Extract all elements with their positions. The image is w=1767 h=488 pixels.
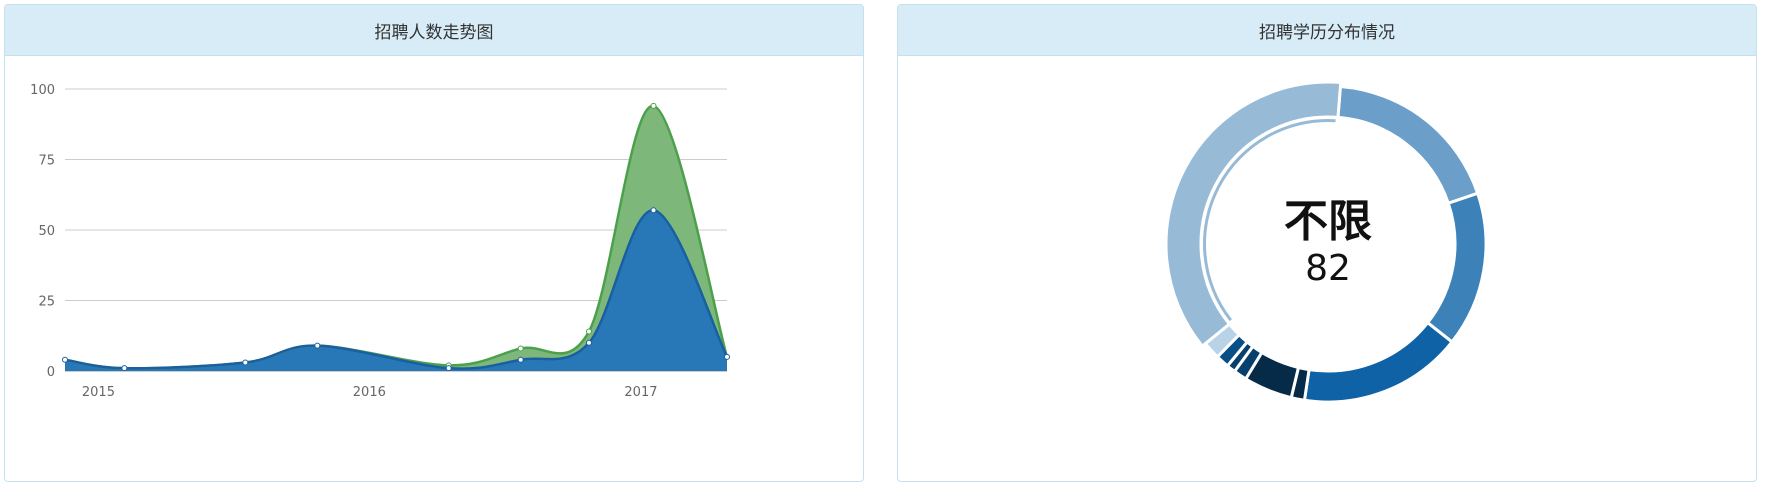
trend-area-chart: 0 25 50 75 100 2015 2016 2017	[30, 83, 730, 400]
donut-slice[interactable]	[1302, 320, 1455, 404]
series-1-point[interactable]	[585, 339, 592, 346]
series-1-point[interactable]	[121, 365, 128, 372]
series-2-point[interactable]	[585, 328, 592, 335]
series-1-area	[65, 210, 727, 371]
x-tick-label: 2017	[624, 385, 657, 400]
y-tick-label: 25	[38, 295, 55, 310]
y-tick-label: 0	[47, 365, 55, 380]
y-tick-label: 100	[30, 83, 55, 98]
donut-slice-selected[interactable]	[1164, 80, 1343, 349]
donut-center-label: 不限	[1284, 196, 1372, 247]
donut-slice[interactable]	[1425, 191, 1488, 345]
series-1-point[interactable]	[650, 207, 657, 214]
x-tick-label: 2016	[353, 385, 386, 400]
series-2-point[interactable]	[650, 102, 657, 109]
y-tick-label: 75	[38, 154, 55, 169]
series-1-point[interactable]	[517, 356, 524, 363]
y-tick-label: 50	[38, 224, 55, 239]
trend-chart-title: 招聘人数走势图	[5, 5, 863, 56]
series-2-point[interactable]	[517, 345, 524, 352]
series-1-point[interactable]	[242, 359, 249, 366]
series-1-point[interactable]	[314, 342, 321, 349]
education-chart-panel: 招聘学历分布情况 不限 82	[897, 4, 1757, 482]
donut-center-value: 82	[1305, 248, 1351, 289]
series-1-point[interactable]	[724, 353, 730, 360]
education-chart-title: 招聘学历分布情况	[898, 5, 1756, 56]
donut-slice[interactable]	[1336, 84, 1480, 206]
trend-chart-panel: 招聘人数走势图 0 25 50 75 100 2015 2016 2017	[4, 4, 864, 482]
series-1-point[interactable]	[445, 365, 452, 372]
series-1-point[interactable]	[62, 356, 68, 363]
x-tick-label: 2015	[82, 385, 115, 400]
